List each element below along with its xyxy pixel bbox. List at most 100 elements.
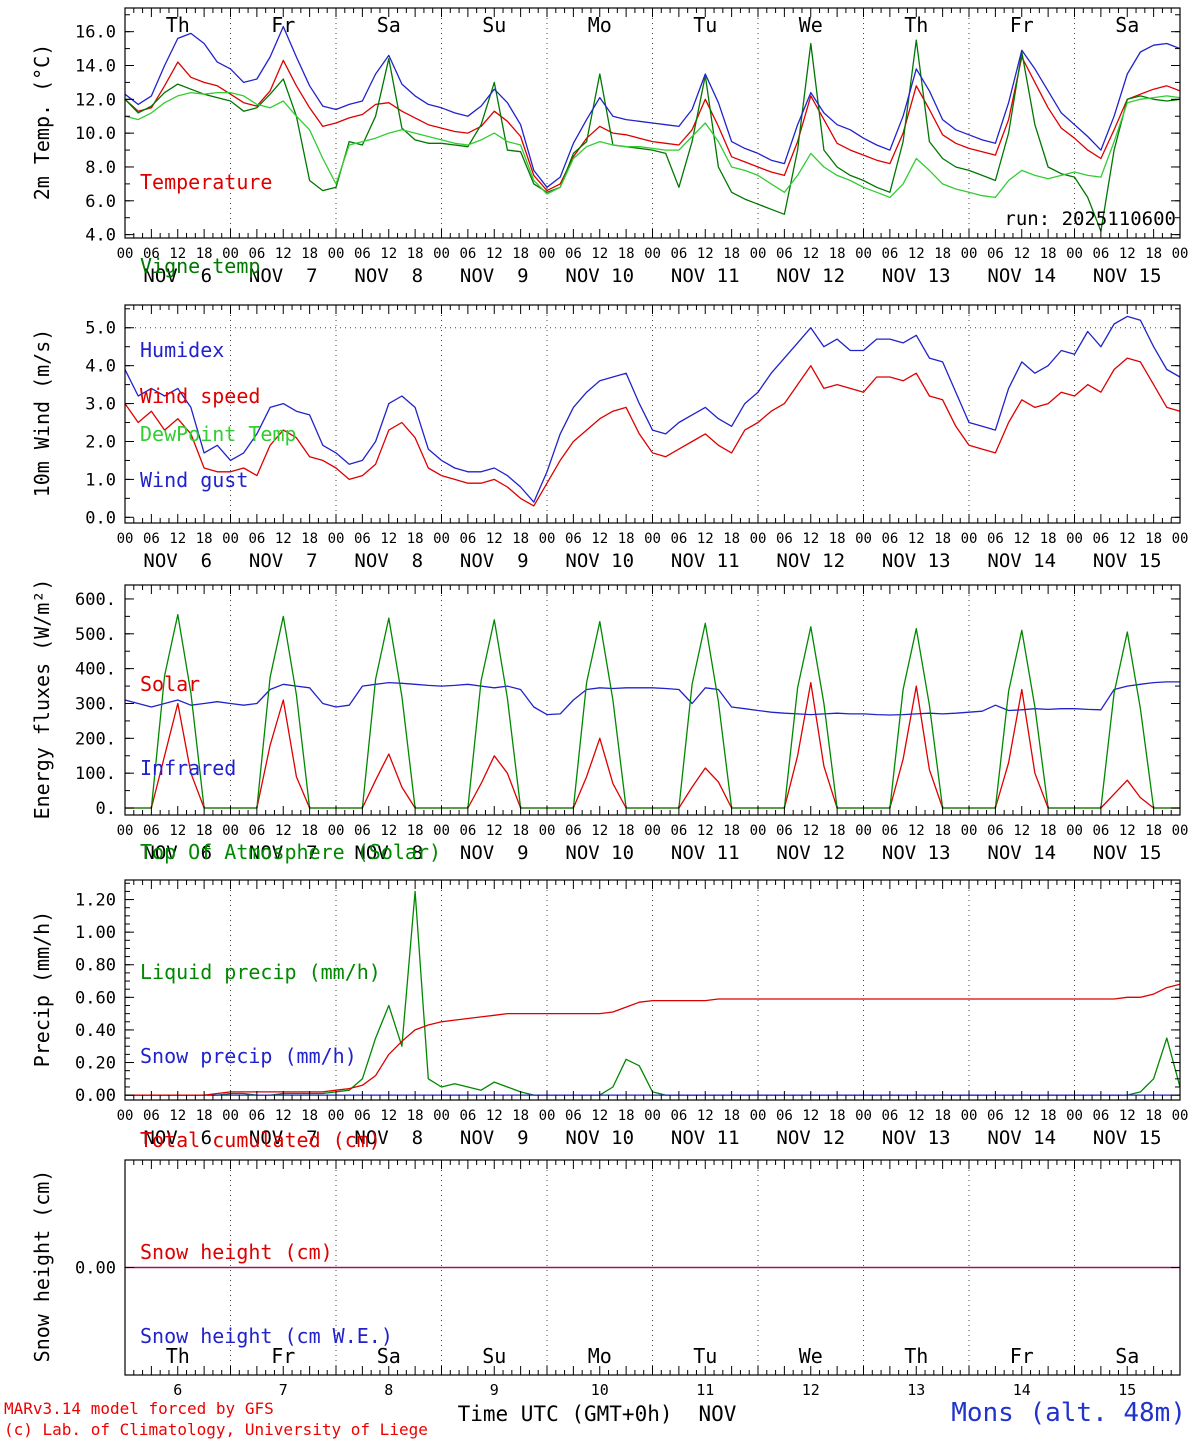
hour-tick-label: 06 (565, 823, 582, 839)
day-number-label: 8 (384, 1381, 393, 1399)
date-label: NOV 12 (776, 842, 845, 864)
time-utc-label: Time UTC (GMT+0h) (457, 1402, 673, 1426)
hour-tick-label: 00 (855, 1108, 872, 1124)
date-label: NOV 14 (987, 1127, 1056, 1149)
hour-tick-label: 06 (881, 246, 898, 262)
series-temperature (124, 56, 1181, 192)
date-label: NOV 11 (671, 265, 740, 287)
hour-tick-label: 18 (301, 1108, 318, 1124)
hour-tick-label: 00 (1066, 823, 1083, 839)
date-label: NOV 10 (565, 1127, 634, 1149)
legend-wind: Wind speed Wind gust (140, 326, 260, 550)
y-tick-label: 12.0 (75, 90, 116, 110)
hour-tick-label: 18 (407, 1108, 424, 1124)
day-name-label: Sa (377, 1344, 401, 1368)
hour-tick-label: 12 (380, 531, 397, 547)
day-name-label: Th (904, 13, 928, 37)
hour-tick-label: 18 (723, 823, 740, 839)
hour-tick-label: 00 (222, 246, 239, 262)
day-name-label: Mo (588, 13, 612, 37)
y-tick-label: 200. (75, 729, 116, 749)
day-name-label: Sa (1115, 13, 1139, 37)
date-label: NOV 6 (143, 842, 212, 864)
date-label: NOV 12 (776, 1127, 845, 1149)
legend-item-liquid-precip: Liquid precip (mm/h) (140, 960, 381, 984)
hour-tick-label: 12 (1119, 246, 1136, 262)
hour-tick-label: 06 (987, 1108, 1004, 1124)
panel-snow: 0.00 Th Fr Sa Su Mo Tu We Th Fr Sa 6 7 8 9 10 11 12 13 14 15 (75, 1159, 1181, 1399)
hour-tick-label: 12 (1119, 1108, 1136, 1124)
hour-tick-label: 00 (750, 823, 767, 839)
hour-tick-label: 12 (169, 246, 186, 262)
day-number-label: 12 (802, 1381, 820, 1399)
hour-tick-label: 12 (802, 246, 819, 262)
hour-tick-label: 12 (908, 246, 925, 262)
panel-energy: 0. 100. 200. 300. 400. 500. 600. 00 06 12 18 00 06 12… (75, 584, 1188, 864)
day-name-label: Fr (1010, 13, 1034, 37)
hour-tick-label: 00 (750, 1108, 767, 1124)
y-tick-label: 400. (75, 660, 116, 680)
legend-item-temperature: Temperature (140, 170, 273, 194)
hour-tick-label: 06 (354, 246, 371, 262)
legend-item-snow-height-we: Snow height (cm W.E.) (140, 1324, 393, 1348)
hour-tick-label: 18 (829, 823, 846, 839)
series-infrared (124, 681, 1180, 716)
snow-y-axis-label: Snow height (cm) (30, 1169, 54, 1363)
hour-tick-label: 06 (881, 823, 898, 839)
legend-item-snow-height: Snow height (cm) (140, 1240, 333, 1264)
hour-tick-label: 00 (750, 531, 767, 547)
hour-tick-label: 12 (275, 246, 292, 262)
hour-tick-label: 18 (196, 1108, 213, 1124)
hour-tick-label: 12 (169, 1108, 186, 1124)
hour-tick-label: 12 (802, 531, 819, 547)
panel-precip: 0.00 0.20 0.40 0.60 0.80 1.00 1.20 00 06 12 18 00 06… (75, 879, 1188, 1149)
day-number-label: 15 (1118, 1381, 1136, 1399)
y-tick-label: 3.0 (85, 395, 116, 415)
month-label: NOV (698, 1402, 737, 1426)
panel-wind: 0.0 1.0 2.0 3.0 4.0 5.0 00 06 12 18 00 06 12 18 00 06 12… (85, 304, 1188, 572)
hour-tick-label: 00 (1066, 531, 1083, 547)
hour-tick-label: 00 (961, 531, 978, 547)
hour-tick-label: 00 (328, 531, 345, 547)
hour-tick-label: 12 (275, 1108, 292, 1124)
date-label: NOV 11 (671, 842, 740, 864)
y-tick-label: 2.0 (85, 432, 116, 452)
y-tick-label: 100. (75, 764, 116, 784)
hour-tick-label: 00 (222, 531, 239, 547)
hour-tick-label: 06 (1092, 246, 1109, 262)
hour-tick-label: 18 (829, 246, 846, 262)
hour-tick-label: 18 (407, 823, 424, 839)
y-tick-label: 0.00 (75, 1086, 116, 1106)
model-credit-line1: MARv3.14 model forced by GFS (4, 1399, 274, 1418)
y-tick-label: 8.0 (85, 158, 116, 178)
legend-precip: Liquid precip (mm/h) Snow precip (mm/h) … (140, 902, 381, 1210)
date-label: NOV 9 (460, 265, 529, 287)
legend-item-dewpoint: DewPoint Temp (140, 422, 297, 446)
hour-tick-label: 06 (670, 246, 687, 262)
hour-tick-label: 06 (776, 1108, 793, 1124)
hour-tick-label: 00 (222, 1108, 239, 1124)
y-tick-label: 10.0 (75, 124, 116, 144)
hour-tick-label: 06 (670, 531, 687, 547)
y-tick-label: 500. (75, 625, 116, 645)
hour-tick-label: 18 (723, 246, 740, 262)
hour-tick-label: 12 (486, 246, 503, 262)
date-label: NOV 9 (460, 550, 529, 572)
hour-tick-label: 18 (723, 1108, 740, 1124)
day-name-label: Sa (1115, 1344, 1139, 1368)
date-label: NOV 14 (987, 842, 1056, 864)
day-name-label: Tu (693, 13, 717, 37)
date-label: NOV 15 (1093, 842, 1162, 864)
legend-item-solar: Solar (140, 672, 201, 696)
hour-tick-label: 06 (143, 1108, 160, 1124)
hour-tick-label: 06 (459, 1108, 476, 1124)
hour-tick-label: 18 (829, 1108, 846, 1124)
hour-tick-label: 06 (354, 823, 371, 839)
date-label: NOV 7 (249, 550, 318, 572)
hour-tick-label: 12 (591, 531, 608, 547)
hour-tick-label: 12 (1119, 823, 1136, 839)
date-label: NOV 12 (776, 265, 845, 287)
hour-tick-label: 06 (565, 246, 582, 262)
